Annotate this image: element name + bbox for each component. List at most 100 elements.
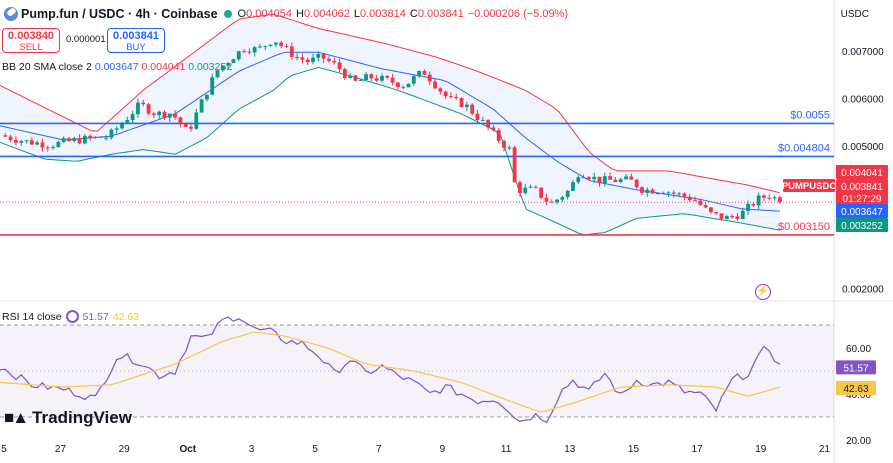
rsi-legend-label: RSI 14 close	[2, 310, 62, 323]
symbol-title[interactable]: Pump.fun / USDC · 4h · Coinbase	[21, 7, 218, 21]
candle-body	[151, 113, 156, 116]
candle-body	[369, 74, 374, 79]
candle-body	[380, 75, 384, 81]
candle-body	[533, 186, 538, 188]
candle-body	[576, 177, 581, 183]
candle-body	[268, 44, 273, 46]
candle-body	[449, 96, 453, 98]
buy-price: 0.003841	[113, 30, 159, 42]
candle-body	[358, 79, 363, 81]
candle-body	[295, 57, 300, 59]
candle-body	[61, 138, 66, 142]
symbol-label-bg	[783, 179, 835, 192]
bollinger-basis-line	[0, 51, 780, 212]
candle-body	[289, 46, 294, 58]
candle-body	[210, 77, 215, 95]
rsi-ma-label: 42.63	[843, 384, 868, 395]
rsi-ma-value: 42.63	[112, 310, 140, 323]
time-tick-label: 7	[376, 444, 382, 455]
candle-body	[104, 137, 109, 139]
candle-body	[204, 94, 209, 100]
candle-body	[724, 216, 729, 219]
rsi-ma-line	[0, 331, 781, 413]
buy-button[interactable]: 0.003841 BUY	[107, 28, 165, 53]
time-tick-label: Oct	[179, 444, 196, 455]
bollinger-lower-line	[0, 66, 780, 236]
rsi-tick-label: 60.00	[846, 344, 871, 355]
candle-body	[772, 197, 777, 199]
rsi-legend[interactable]: RSI 14 close 51.57 42.63	[2, 310, 139, 323]
candle-body	[703, 205, 708, 208]
low-value: 0.003814	[359, 8, 406, 20]
candle-body	[709, 207, 713, 212]
candle-body	[539, 187, 544, 198]
bollinger-legend[interactable]: BB 20 SMA close 2 0.003647 0.004041 0.00…	[2, 61, 232, 73]
candle-body	[353, 75, 358, 81]
candle-body	[220, 65, 225, 71]
candle-body	[45, 147, 50, 149]
candle-body	[8, 136, 13, 141]
candle-body	[162, 111, 167, 118]
price-label-bb-upper: 0.004041	[841, 168, 883, 179]
price-tick-label: 0.005000	[842, 142, 884, 153]
candle-body	[650, 189, 655, 194]
candle-body	[698, 200, 703, 206]
candle-body	[226, 63, 231, 66]
pump-fun-logo-icon	[4, 7, 18, 21]
candle-body	[3, 135, 8, 137]
candle-body	[475, 113, 480, 120]
currency-label[interactable]: USDC	[840, 9, 869, 20]
candle-body	[311, 57, 315, 63]
price-label-last: 0.003841	[841, 182, 883, 193]
candle-body	[571, 182, 575, 191]
time-tick-label: 27	[55, 444, 67, 455]
candle-body	[693, 200, 697, 202]
bollinger-band-fill	[0, 14, 780, 235]
time-tick-label: 21	[819, 444, 831, 455]
candle-body	[231, 59, 236, 64]
candle-body	[746, 203, 750, 211]
candle-body	[136, 102, 140, 115]
ohlc-values: O0.004054 H0.004062 L0.003814 C0.003841 …	[238, 8, 568, 20]
candle-body	[502, 141, 506, 148]
time-tick-label: 3	[249, 444, 255, 455]
candle-body	[157, 111, 162, 116]
sell-button[interactable]: 0.003840 SELL	[2, 28, 60, 53]
candle-body	[51, 147, 55, 149]
candle-body	[321, 53, 326, 59]
price-label-bg-bb-upper	[836, 165, 888, 179]
candle-body	[337, 62, 342, 70]
flash-icon[interactable]: ⚡	[755, 284, 771, 300]
candle-body	[279, 42, 284, 47]
candle-body	[597, 176, 602, 184]
candle-body	[433, 81, 437, 89]
candle-body	[194, 112, 199, 129]
candle-body	[560, 197, 565, 200]
candle-body	[459, 98, 464, 108]
candle-body	[464, 104, 469, 108]
candle-body	[751, 203, 756, 206]
candle-body	[130, 114, 135, 120]
horizontal-line-label-2: $0.004804	[778, 142, 830, 154]
candle-body	[624, 176, 628, 180]
price-tick-label: 0.002000	[842, 285, 884, 296]
candle-body	[634, 179, 639, 188]
candle-body	[496, 130, 501, 142]
candle-body	[19, 141, 24, 143]
rsi-line	[0, 316, 781, 424]
candle-body	[544, 197, 549, 202]
candle-body	[263, 45, 268, 47]
candle-body	[629, 176, 634, 180]
candle-body	[82, 135, 87, 144]
tradingview-wordmark: TradingView	[32, 408, 132, 427]
time-tick-label: 29	[119, 444, 131, 455]
candle-body	[470, 104, 475, 114]
candle-body	[401, 87, 406, 89]
candle-body	[199, 99, 204, 113]
candle-body	[666, 192, 671, 194]
candle-body	[640, 187, 644, 193]
candle-body	[258, 46, 262, 48]
candle-body	[40, 142, 45, 148]
candle-body	[661, 192, 666, 194]
